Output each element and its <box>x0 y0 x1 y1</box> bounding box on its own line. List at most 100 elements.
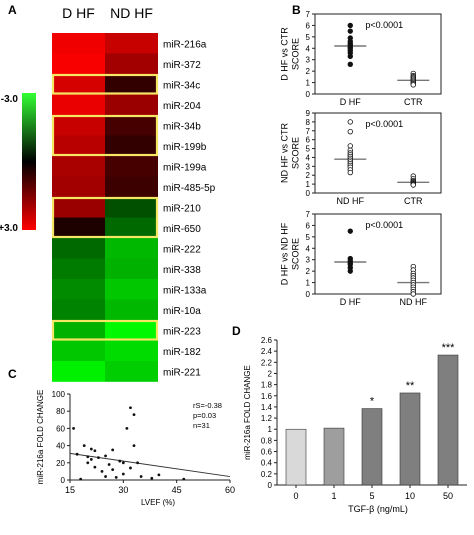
x-tick-label: 5 <box>369 491 374 501</box>
data-point <box>132 444 136 447</box>
p-value-annotation: p<0.0001 <box>365 20 403 30</box>
heatmap-cell <box>52 258 105 280</box>
heatmap-cell <box>52 320 105 341</box>
x-axis-label: LVEF (%) <box>141 498 175 507</box>
heatmap-cell <box>105 33 158 54</box>
bar <box>361 408 383 486</box>
data-point <box>125 427 129 430</box>
x-axis-label: TGF-β (ng/mL) <box>348 504 408 514</box>
plot-frame <box>314 213 442 295</box>
y-tick-label: 5 <box>306 145 311 154</box>
data-point <box>118 459 122 463</box>
x-tick-label: 50 <box>443 491 453 501</box>
y-tick-label: 100 <box>52 390 66 399</box>
data-point <box>97 456 100 460</box>
y-axis-label: miR-216a FOLD CHANGE <box>36 390 45 485</box>
y-tick-label: 80 <box>56 407 65 416</box>
stat-label: n=31 <box>193 421 210 430</box>
data-point <box>150 476 154 480</box>
significance-marker: *** <box>442 342 456 354</box>
y-tick-label: 1.4 <box>261 403 273 412</box>
y-tick-label: 5 <box>306 233 311 242</box>
y-tick-label: 0 <box>306 189 311 198</box>
data-point <box>100 470 104 473</box>
y-tick-label: 2.6 <box>261 336 273 345</box>
heatmap-cell <box>52 135 105 157</box>
heatmap-cell <box>105 156 158 177</box>
y-tick-label: 4 <box>306 244 311 253</box>
y-tick-label: 1.6 <box>261 392 273 401</box>
data-point <box>129 466 132 470</box>
data-point <box>347 143 353 149</box>
panel-a-label: A <box>8 3 17 17</box>
y-tick-label: 3 <box>306 162 311 171</box>
heatmap-cell <box>52 238 105 259</box>
panel-c-label: C <box>8 367 17 381</box>
y-axis-label: SCORE <box>291 238 301 270</box>
y-tick-label: 2 <box>306 171 311 180</box>
score-plot-1: 0 1 2 3 4 5 6 7 D HF vs CTR SCORE D HF CTR p<0.0001 <box>280 10 442 107</box>
y-tick-label: 1 <box>306 279 311 288</box>
y-axis-label: D HF vs CTR <box>280 27 290 81</box>
y-tick-label: 6 <box>306 221 311 230</box>
y-tick-label: 6 <box>306 136 311 145</box>
heatmap-cell <box>52 279 105 300</box>
heatmap-cell <box>105 279 158 300</box>
y-tick-label: 0 <box>268 481 273 490</box>
heatmap-row-label: miR-221 <box>163 367 201 378</box>
heatmap-row-label: miR-182 <box>163 347 201 358</box>
x-tick-label: 10 <box>405 491 415 501</box>
heatmap-cell <box>52 156 105 177</box>
y-tick-label: 0 <box>306 290 311 299</box>
y-tick-label: 40 <box>56 442 65 451</box>
heatmap-row-label: miR-133a <box>163 285 207 296</box>
stat-label: p=0.03 <box>193 411 216 420</box>
data-point <box>89 447 93 451</box>
heatmap-cell <box>52 176 105 198</box>
plot-frame <box>314 112 442 194</box>
panel-d-label: D <box>232 324 241 338</box>
y-tick-label: 1 <box>268 425 273 434</box>
heatmap-cell <box>52 197 105 218</box>
y-tick-label: 60 <box>56 424 65 433</box>
heatmap-cell <box>52 33 105 54</box>
highlight-box <box>51 319 159 341</box>
heatmap-cell <box>52 299 105 321</box>
bar <box>437 354 459 486</box>
heatmap-cell <box>52 115 105 136</box>
y-tick-label: 1.8 <box>261 381 273 390</box>
data-point <box>347 128 353 135</box>
heatmap-row-label: miR-372 <box>163 60 201 71</box>
data-point <box>129 406 132 410</box>
data-point <box>111 448 115 452</box>
y-tick-label: 7 <box>306 10 311 19</box>
heatmap-row-label: miR-204 <box>163 101 201 112</box>
y-tick-label: 8 <box>306 118 311 127</box>
data-point <box>139 475 143 478</box>
colorbar <box>22 93 36 230</box>
y-tick-label: 0.8 <box>261 436 273 445</box>
data-point <box>347 61 353 67</box>
data-point <box>347 228 353 234</box>
heatmap-row-label: miR-210 <box>163 203 201 214</box>
heatmap-cell <box>105 53 158 75</box>
colorbar-max-label: +3.0 <box>0 223 18 234</box>
heatmap-cell <box>52 361 105 382</box>
y-tick-label: 7 <box>306 127 311 136</box>
data-point <box>347 268 353 274</box>
heatmap-cell <box>105 340 158 362</box>
y-axis-label: SCORE <box>291 137 301 169</box>
stat-label: rS=-0.38 <box>193 401 222 410</box>
y-tick-label: 2.4 <box>261 347 273 356</box>
heatmap-column-header: ND HF <box>110 5 153 21</box>
heatmap-cell <box>105 94 158 116</box>
data-point <box>121 461 125 465</box>
data-point <box>82 444 86 447</box>
heatmap-cell <box>52 94 105 116</box>
heatmap-cell <box>52 74 105 95</box>
heatmap-cell <box>105 74 158 95</box>
heatmap-row-label: miR-199b <box>163 142 207 153</box>
y-tick-label: 4 <box>306 153 311 162</box>
y-tick-label: 3 <box>306 256 311 265</box>
